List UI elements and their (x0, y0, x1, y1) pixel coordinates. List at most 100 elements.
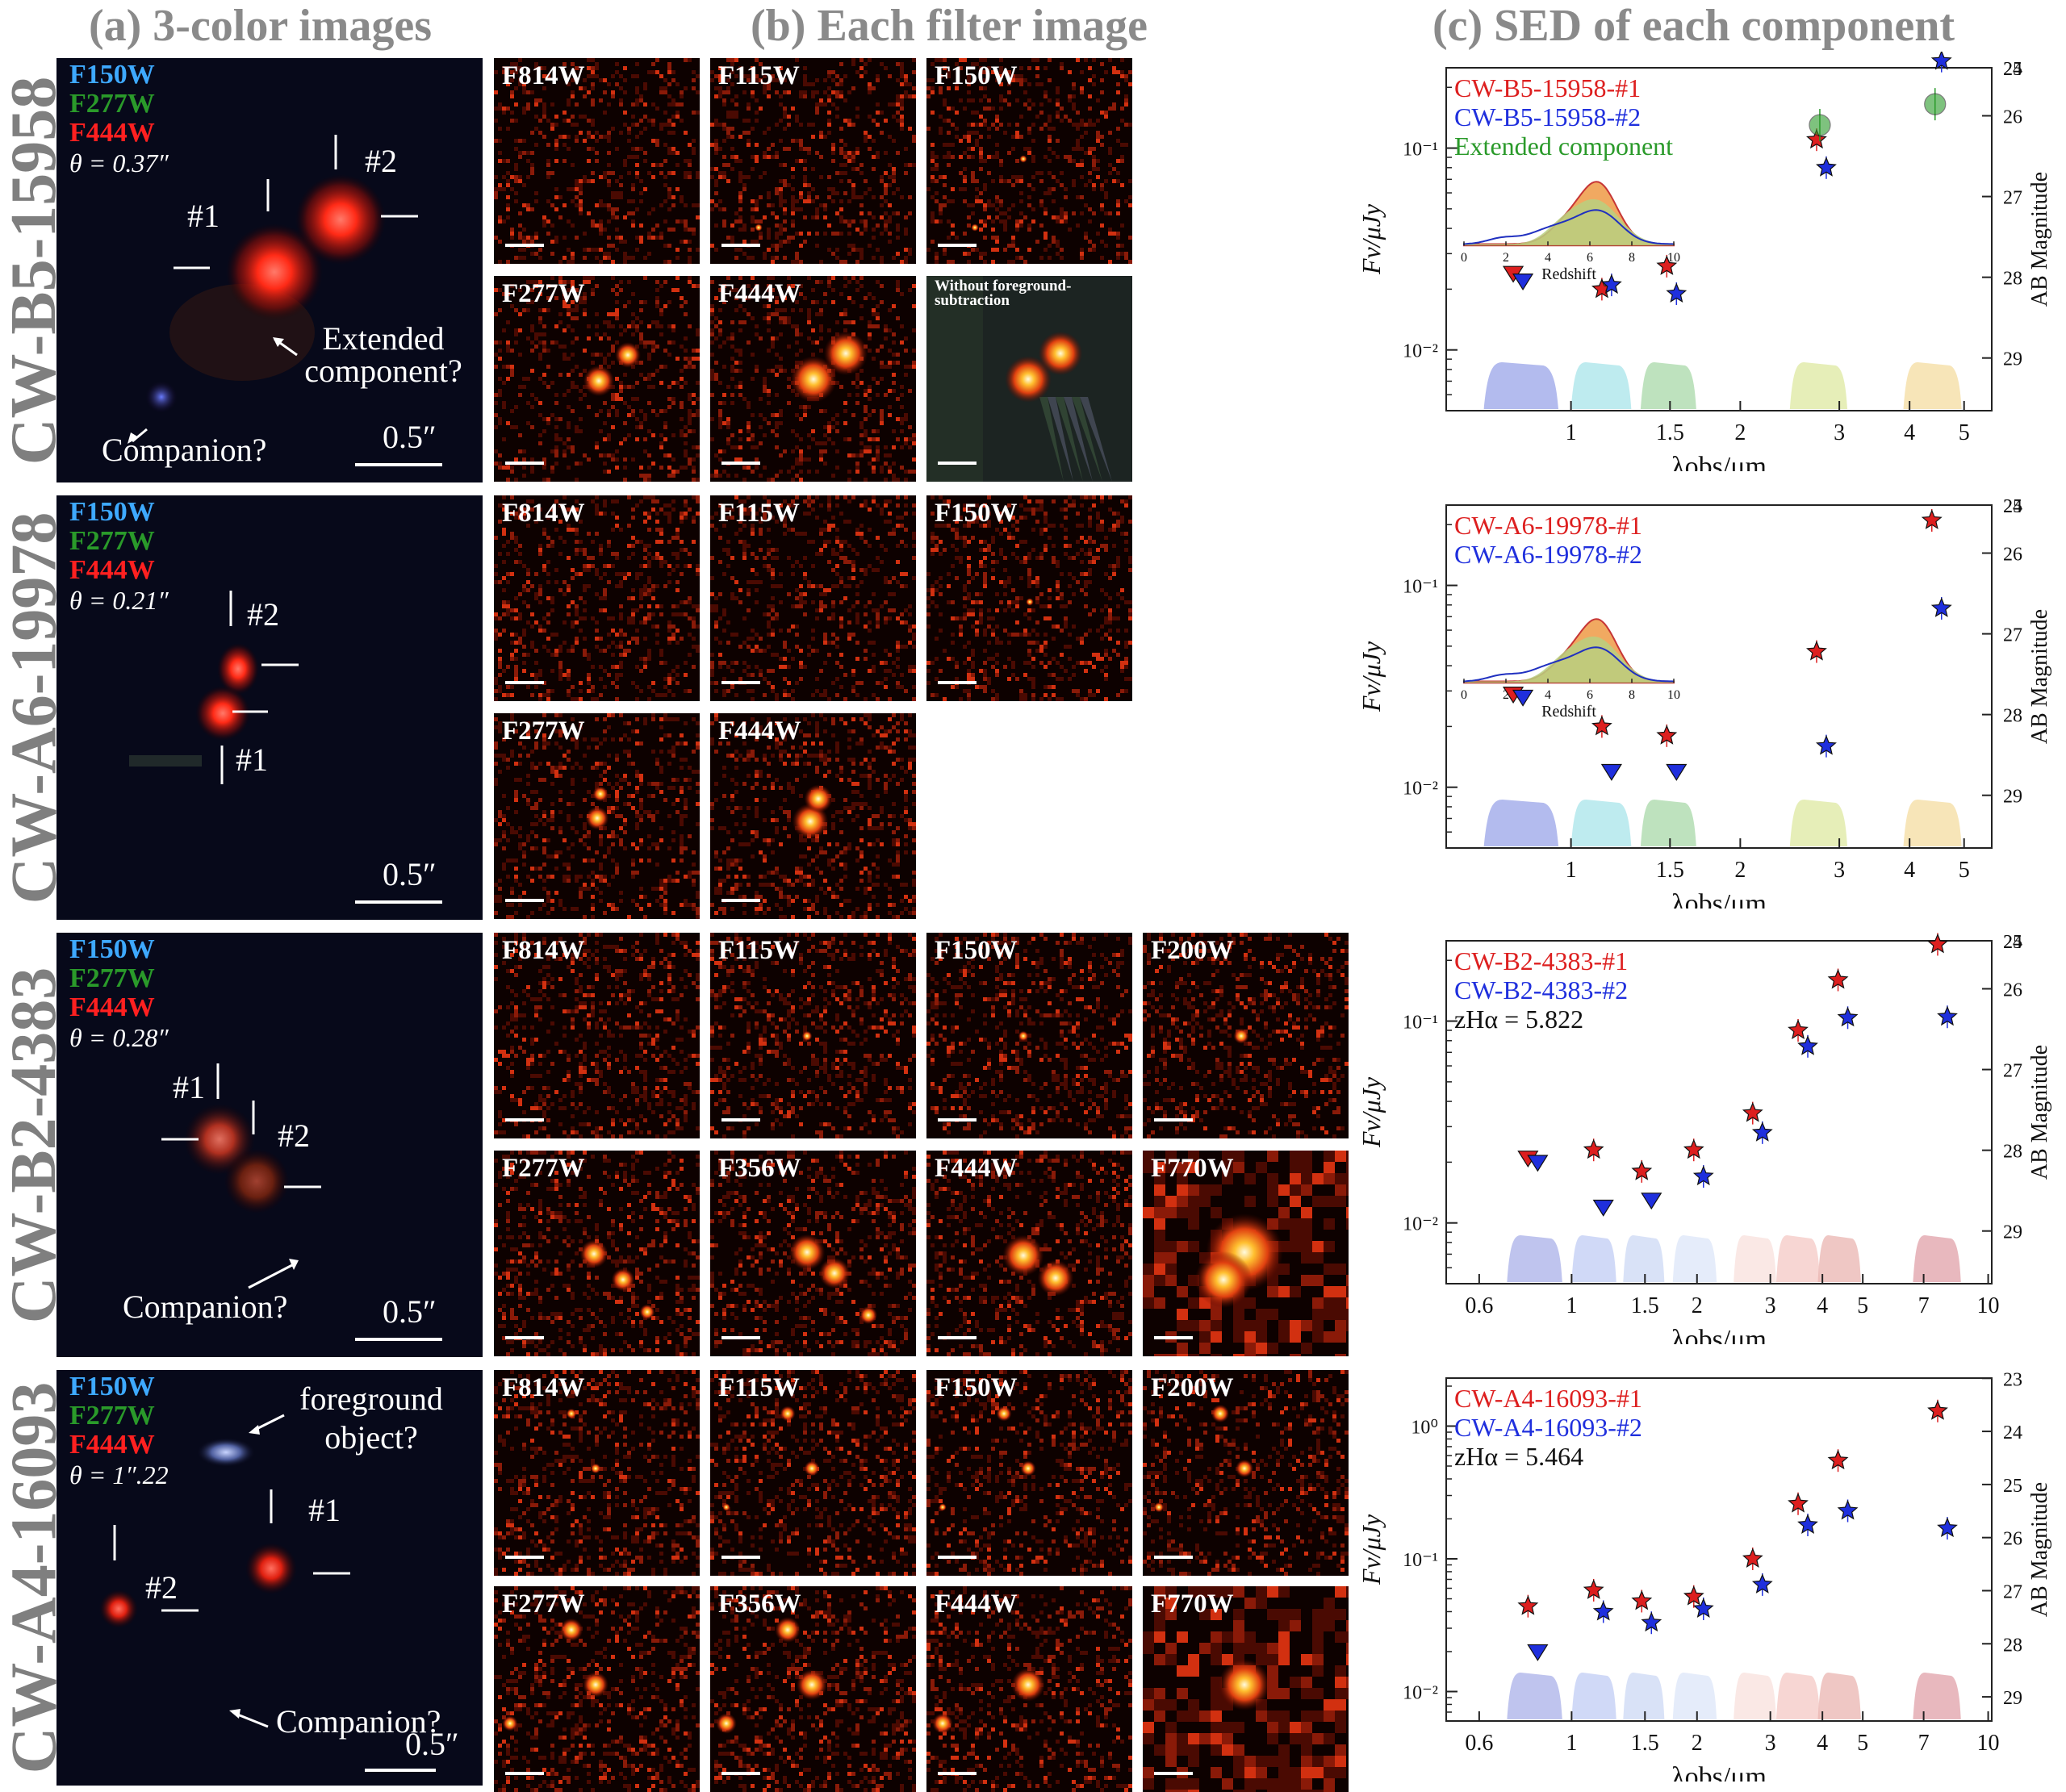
right-tick-label: 26 (2003, 107, 2022, 128)
x-tick-label: 0.6 (1465, 1293, 1493, 1318)
right-axis-label: AB Magnitude (2027, 1482, 2052, 1617)
filter-band (1641, 362, 1696, 409)
legend-f150w: F150W (69, 934, 155, 965)
filter-band (1776, 1235, 1820, 1282)
tile-a6-f277w: F277W (494, 713, 700, 919)
label-component-1: #1 (173, 1068, 205, 1106)
right-tick-label: 28 (2003, 706, 2022, 727)
tile-a6-f814w: F814W (494, 495, 700, 701)
component-1 (195, 686, 250, 741)
tile-b2-f814w: F814W (494, 933, 700, 1138)
tile-label: F115W (718, 1373, 800, 1403)
right-axis-label: AB Magnitude (2027, 172, 2052, 307)
source-2 (1039, 332, 1082, 375)
tile-label: F150W (935, 1373, 1018, 1403)
source-1 (1019, 155, 1027, 163)
source-1 (1026, 598, 1034, 606)
source-1 (1018, 1031, 1029, 1042)
upper-limit-marker (1528, 1155, 1547, 1171)
source-2 (567, 1409, 577, 1419)
scalebar-label: 0.5″ (383, 855, 437, 893)
tile-b5-f150w: F150W (926, 58, 1132, 264)
legend-f150w: F150W (69, 60, 155, 90)
x-tick-label: 3 (1834, 858, 1845, 883)
x-tick-label: 5 (1959, 858, 1970, 883)
filter-band (1571, 1235, 1616, 1282)
component-2 (224, 1149, 289, 1213)
legend-entry: CW-B2-4383-#1 (1454, 946, 1628, 975)
source-2 (615, 342, 641, 368)
right-tick-label: 29 (2003, 349, 2022, 370)
theta-label: θ = 0.37″ (69, 148, 169, 178)
tile-b5-f277w: F277W (494, 276, 700, 482)
right-tick-label: 28 (2003, 1635, 2022, 1656)
filter-band (1484, 362, 1558, 409)
filter-band (1641, 800, 1696, 846)
filter-band (1817, 1673, 1860, 1719)
theta-label: θ = 1″.22 (69, 1460, 169, 1490)
right-tick-label: 29 (2003, 1688, 2022, 1709)
right-tick-label: 25 (2003, 496, 2022, 517)
tile-label: F770W (1151, 1154, 1234, 1184)
tile-b2-f200w: F200W (1143, 933, 1349, 1138)
right-tick-label: 29 (2003, 787, 2022, 808)
x-tick-label: 5 (1959, 420, 1970, 445)
source-2 (612, 1268, 635, 1292)
tile-label: F444W (718, 716, 801, 746)
filter-band (1913, 1235, 1960, 1282)
inset-tick-label: 6 (1587, 688, 1593, 702)
label-component-2: #2 (247, 595, 279, 633)
theta-label: θ = 0.28″ (69, 1023, 169, 1053)
tile-a6-f115w: F115W (710, 495, 916, 701)
source-3 (716, 1713, 737, 1734)
inset-tick-label: 4 (1545, 688, 1551, 702)
filter-band (1571, 362, 1632, 409)
source-2 (1038, 1260, 1074, 1297)
right-tick-label: 24 (2003, 1422, 2022, 1443)
x-tick-label: 10 (1977, 1293, 2000, 1318)
color-image-a4: F150W F277W F444W θ = 1″.22 #1 #2 foregr… (56, 1370, 483, 1786)
data-point-circle (1809, 115, 1830, 136)
right-tick-label: 27 (2003, 1581, 2022, 1602)
source-1 (583, 366, 614, 396)
right-tick-label: 25 (2003, 932, 2022, 953)
component-2 (99, 1589, 138, 1628)
x-tick-label: 3 (1765, 1731, 1776, 1756)
legend-entry: Extended component (1454, 132, 1673, 161)
scalebar-label: 0.5″ (383, 418, 437, 456)
y-axis-label: Fν/μJy (1357, 1514, 1386, 1585)
y-tick-label: 10⁻² (1403, 1683, 1438, 1704)
tile-label: F150W (935, 936, 1018, 966)
right-tick-label: 23 (2003, 1369, 2022, 1390)
legend-f444w: F444W (69, 118, 155, 148)
x-tick-label: 1.5 (1631, 1293, 1659, 1318)
tile-a6-f444w: F444W (710, 713, 916, 919)
tile-label: F277W (502, 716, 585, 746)
source-1 (802, 1031, 813, 1042)
x-tick-label: 4 (1817, 1731, 1828, 1756)
filter-band (1904, 362, 1962, 409)
legend-entry: zHα = 5.464 (1454, 1442, 1583, 1471)
source-3 (1154, 1502, 1165, 1513)
right-tick-label: 26 (2003, 1529, 2022, 1550)
source-1 (1236, 1460, 1253, 1477)
source-1 (1219, 1659, 1270, 1711)
filter-band (1623, 1673, 1664, 1719)
tile-b2-f356w: F356W (710, 1151, 916, 1356)
y-tick-label: 10⁻¹ (1403, 577, 1438, 598)
upper-limit-marker (1594, 1200, 1613, 1215)
header-color-images: (a) 3-color images (89, 0, 432, 52)
y-tick-label: 10⁻² (1403, 779, 1438, 800)
y-axis-label: Fν/μJy (1357, 1076, 1386, 1148)
tile-label: F444W (718, 279, 801, 309)
x-tick-label: 1 (1566, 420, 1577, 445)
right-axis-label: AB Magnitude (2027, 1045, 2052, 1180)
label-component-2: #2 (365, 142, 397, 180)
inset-tick-label: 6 (1587, 251, 1593, 265)
inset-xlabel: Redshift (1541, 265, 1596, 283)
x-axis-label: λobs/μm (1671, 452, 1767, 471)
